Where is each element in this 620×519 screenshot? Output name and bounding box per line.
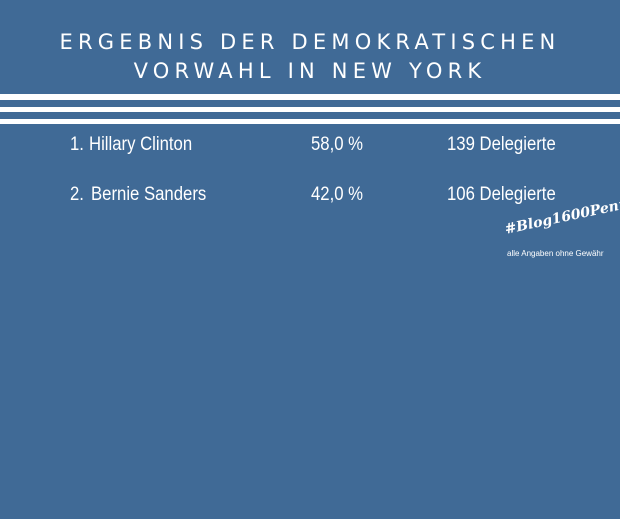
delegate-count: 106 Delegierte: [447, 184, 556, 205]
vote-percent: 42,0 %: [311, 184, 364, 205]
candidate-name: Hillary Clinton: [89, 134, 193, 155]
divider-stripe: [0, 107, 620, 112]
vote-percent: 58,0 %: [311, 134, 364, 155]
divider-stripe: [0, 119, 620, 124]
title-line-1: ERGEBNIS DER DEMOKRATISCHEN: [59, 30, 561, 54]
disclaimer-text: alle Angaben ohne Gewähr: [507, 249, 604, 258]
result-rank: 1.: [70, 134, 84, 155]
candidate-name: Bernie Sanders: [91, 184, 207, 205]
result-rank: 2.: [70, 184, 84, 205]
delegate-count: 139 Delegierte: [447, 134, 556, 155]
title-line-2: VORWAHL IN NEW YORK: [133, 59, 487, 83]
divider-stripe: [0, 94, 620, 100]
